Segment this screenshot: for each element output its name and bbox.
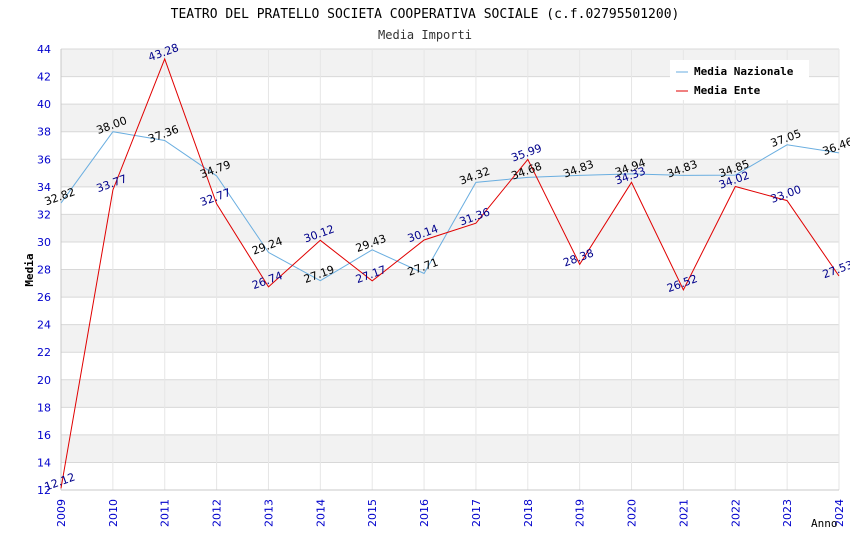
y-tick-label: 18	[37, 401, 51, 414]
background-bands	[61, 49, 839, 490]
legend: Media Nazionale Media Ente	[670, 60, 809, 100]
series-line-media-nazionale	[60, 131, 840, 282]
y-tick-label: 44	[37, 43, 51, 56]
x-tick-label: 2017	[470, 499, 483, 527]
legend-box	[670, 60, 809, 100]
y-tick-label: 42	[37, 71, 51, 84]
x-tick-label: 2018	[522, 499, 535, 527]
grid-band	[61, 297, 839, 325]
y-tick-label: 28	[37, 264, 51, 277]
x-tick-label: 2023	[781, 499, 794, 527]
y-tick-label: 12	[37, 484, 51, 497]
x-tick-label: 2012	[211, 499, 224, 527]
y-tick-label: 34	[37, 181, 51, 194]
y-tick-label: 32	[37, 208, 51, 221]
x-tick-label: 2020	[626, 499, 639, 527]
grid-band	[61, 434, 839, 463]
series-group	[60, 57, 840, 489]
y-axis-ticks: 12 14 16 18 20 22 24 26 28 30 32 34 36 38 40 42 44	[37, 43, 51, 497]
x-tick-label: 2010	[107, 499, 120, 527]
x-tick-label: 2021	[677, 499, 690, 527]
x-tick-label: 2009	[55, 499, 68, 527]
y-tick-label: 14	[37, 456, 51, 469]
x-tick-label: 2019	[574, 499, 587, 527]
grid-band	[61, 379, 839, 408]
y-tick-label: 38	[37, 126, 51, 139]
grid-band	[61, 462, 839, 490]
y-tick-label: 40	[37, 98, 51, 111]
x-axis-label: Anno	[811, 517, 838, 530]
grid-band	[61, 241, 839, 270]
y-tick-label: 36	[37, 153, 51, 166]
x-tick-label: 2015	[366, 499, 379, 527]
x-tick-label: 2016	[418, 499, 431, 527]
x-axis-ticks: 2009 2010 2011 2012 2013 2014 2015 2016 2017 2018…	[55, 499, 846, 527]
grid-band	[61, 407, 839, 435]
y-tick-label: 30	[37, 236, 51, 249]
grid-band	[61, 104, 839, 132]
grid-band	[61, 131, 839, 160]
grid-band	[61, 324, 839, 353]
chart-title: TEATRO DEL PRATELLO SOCIETA COOPERATIVA …	[171, 7, 680, 22]
x-tick-label: 2013	[262, 499, 275, 527]
x-tick-label: 2022	[729, 499, 742, 527]
x-tick-label: 2011	[159, 499, 172, 527]
legend-label-media-ente: Media Ente	[694, 84, 761, 97]
y-tick-label: 24	[37, 319, 51, 332]
y-tick-label: 20	[37, 374, 51, 387]
y-tick-label: 26	[37, 291, 51, 304]
grid-band	[61, 352, 839, 380]
chart-subtitle: Media Importi	[378, 28, 472, 42]
x-tick-label: 2024	[833, 499, 846, 527]
grid-band	[61, 269, 839, 298]
y-axis-label: Media	[23, 253, 36, 286]
grid-band	[61, 186, 839, 215]
series-line-media-ente	[60, 57, 840, 489]
y-tick-label: 22	[37, 346, 51, 359]
grid-band	[61, 159, 839, 187]
legend-label-media-nazionale: Media Nazionale	[694, 65, 794, 78]
y-tick-label: 16	[37, 429, 51, 442]
x-tick-label: 2014	[314, 499, 327, 527]
